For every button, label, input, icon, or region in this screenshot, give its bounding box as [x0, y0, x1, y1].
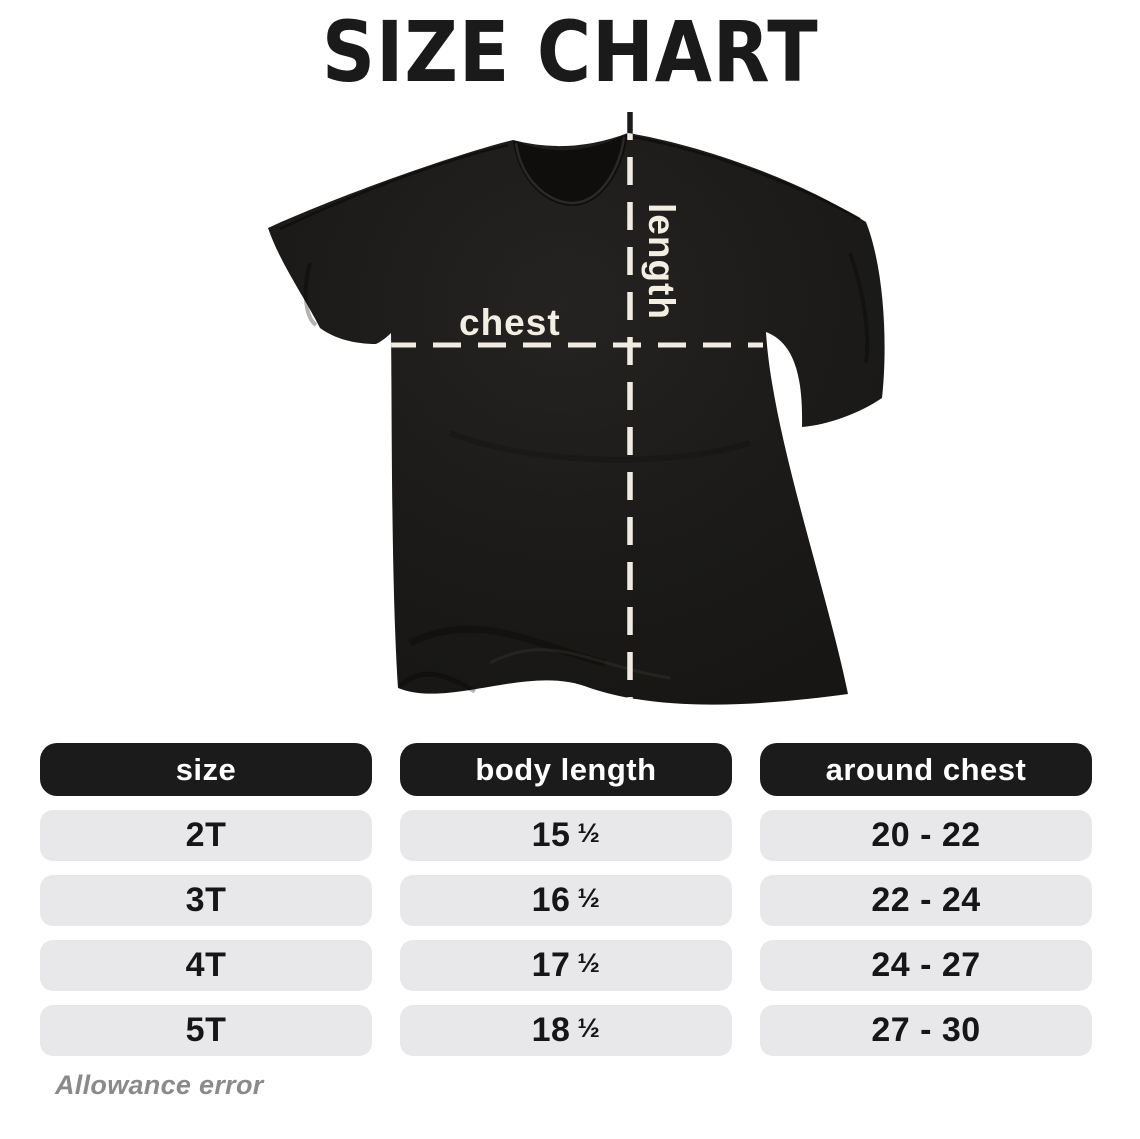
size-table: size body length around chest 2T 15 ½ 20… — [40, 743, 1092, 1056]
table-row-2t-body-length: 15 ½ — [400, 810, 732, 861]
body-length-value: 15 — [531, 816, 571, 854]
table-row-2t-around-chest: 20 - 22 — [760, 810, 1092, 861]
tshirt-body — [268, 133, 885, 705]
page-title: SIZE CHART — [321, 3, 819, 101]
table-row-4t-around-chest: 24 - 27 — [760, 940, 1092, 991]
column-header-around-chest: around chest — [760, 743, 1092, 796]
chest-wrinkle — [448, 430, 751, 463]
body-length-value: 17 — [531, 946, 571, 984]
hem-corner-shadow — [398, 671, 477, 694]
allowance-note: Allowance error — [55, 1070, 264, 1100]
table-row-2t-size: 2T — [40, 810, 372, 861]
table-row-5t-size: 5T — [40, 1005, 372, 1056]
collar-rim — [514, 136, 626, 205]
length-label: length — [641, 203, 682, 320]
body-length-fraction: ½ — [577, 883, 601, 913]
hem-fold-highlight — [489, 648, 671, 680]
shoulder-seam-left — [279, 143, 509, 231]
chest-label: chest — [459, 302, 561, 343]
table-row-4t-body-length: 17 ½ — [400, 940, 732, 991]
shoulder-seam-right — [632, 135, 861, 221]
sleeve-crease-left — [303, 262, 318, 327]
column-header-size: size — [40, 743, 372, 796]
body-length-fraction: ½ — [577, 1013, 601, 1043]
table-row-5t-around-chest: 27 - 30 — [760, 1005, 1092, 1056]
table-row-4t-size: 4T — [40, 940, 372, 991]
sleeve-crease-right — [848, 252, 870, 364]
tshirt-diagram: chest length — [250, 103, 890, 715]
body-length-value: 18 — [531, 1011, 571, 1049]
collar-opening — [513, 133, 628, 207]
body-length-fraction: ½ — [577, 818, 601, 848]
table-row-3t-around-chest: 22 - 24 — [760, 875, 1092, 926]
table-row-3t-body-length: 16 ½ — [400, 875, 732, 926]
body-length-fraction: ½ — [577, 948, 601, 978]
table-row-3t-size: 3T — [40, 875, 372, 926]
body-length-value: 16 — [531, 881, 571, 919]
hem-fold-shadow — [408, 625, 606, 667]
table-row-5t-body-length: 18 ½ — [400, 1005, 732, 1056]
tshirt-illustration: chest length — [268, 112, 885, 705]
column-header-body-length: body length — [400, 743, 732, 796]
